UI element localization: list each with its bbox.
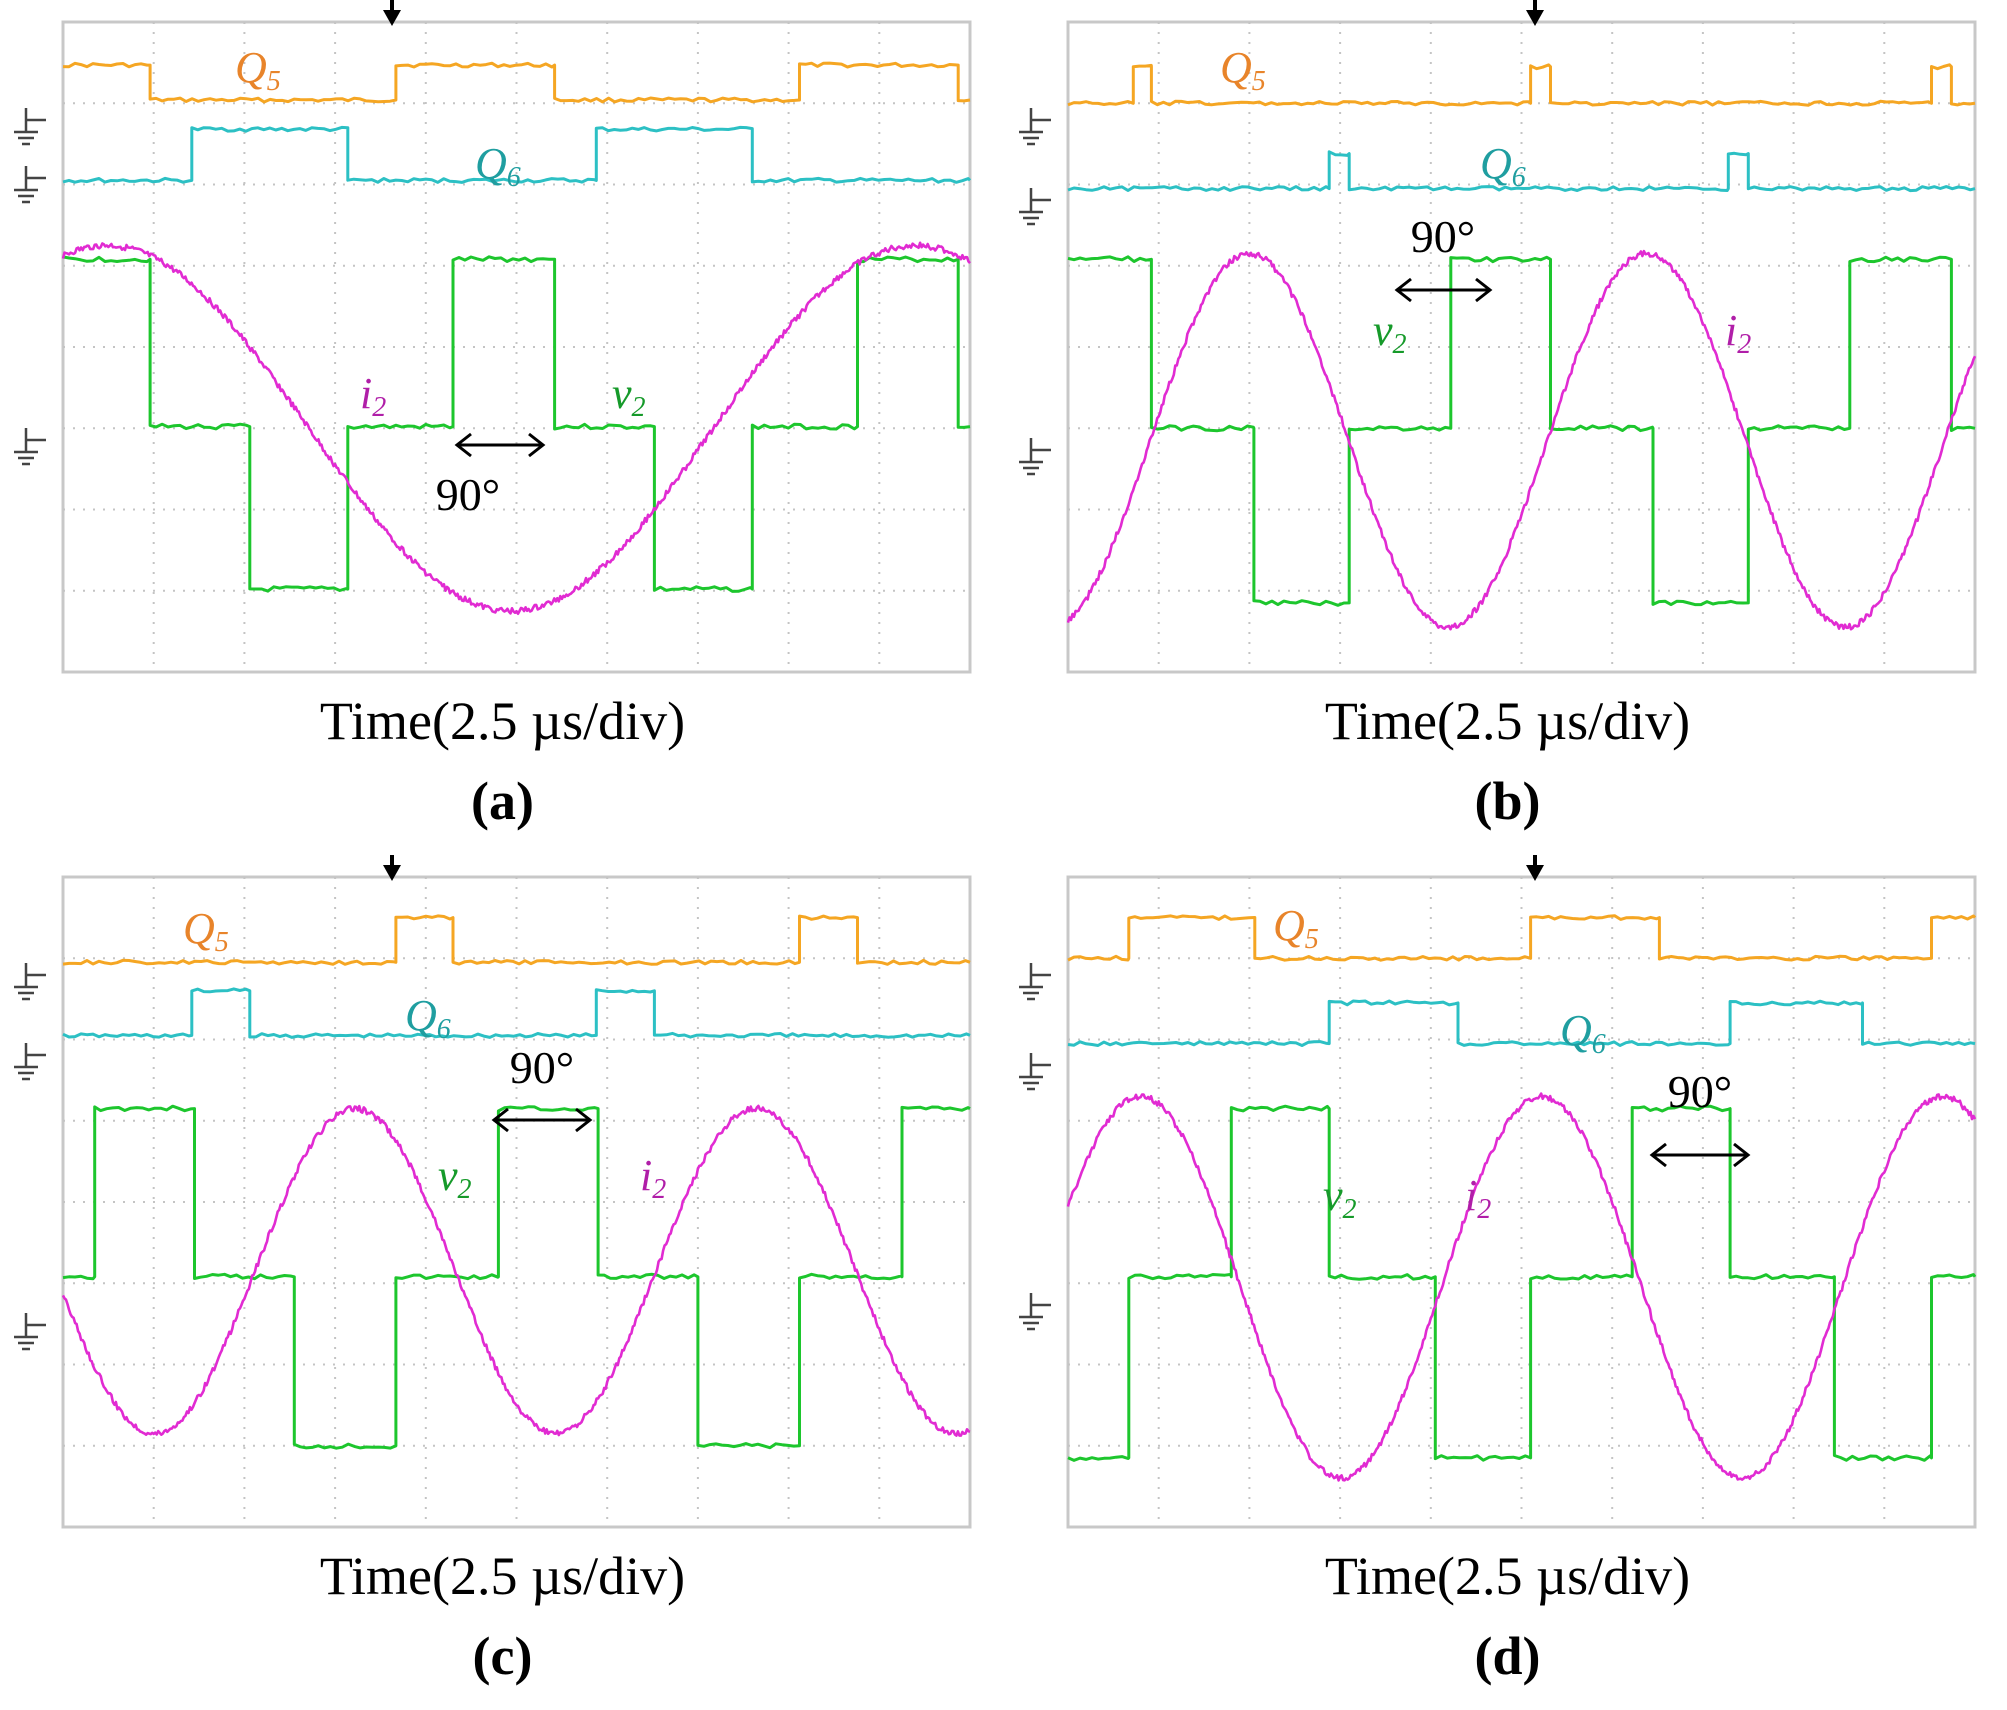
trace-q5 [1067, 914, 1977, 962]
trigger-marker-icon [383, 0, 401, 26]
label-i2: i2 [1465, 1171, 1491, 1225]
ground-icon [1019, 963, 1051, 1001]
ground-icon [14, 963, 46, 1001]
ground-icon [1019, 188, 1051, 226]
trace-i2 [61, 241, 971, 615]
trace-q6 [62, 987, 971, 1039]
panel-label: (c) [472, 1626, 533, 1686]
trace-q5 [1067, 63, 1976, 107]
label-i2: i2 [640, 1151, 666, 1205]
ground-icon [14, 108, 46, 146]
time-axis-label: Time(2.5 µs/div) [1324, 1546, 1691, 1606]
label-q6: Q6 [405, 991, 451, 1045]
panel-a: Q5 Q6 v2 i2 90° Time(2.5 µs/div) (a) [0, 0, 1005, 855]
label-q5: Q5 [183, 904, 229, 958]
scope-screen-b: Q5 Q6 v2 i2 90° [1019, 0, 1977, 674]
label-q6: Q6 [1480, 139, 1526, 193]
label-v2: v2 [438, 1151, 472, 1205]
panel-b: Q5 Q6 v2 i2 90° Time(2.5 µs/div) (b) [1005, 0, 2007, 855]
trace-q6 [1067, 150, 1976, 193]
label-i2: i2 [1725, 306, 1751, 360]
ground-icon [14, 1043, 46, 1081]
time-axis-label: Time(2.5 µs/div) [1324, 691, 1691, 751]
ground-icon [1019, 438, 1051, 476]
time-axis-label: Time(2.5 µs/div) [319, 691, 686, 751]
scope-screen-d: Q5 Q6 v2 i2 90° [1019, 855, 1977, 1529]
label-q5: Q5 [1273, 901, 1319, 955]
label-v2: v2 [1373, 306, 1407, 360]
trigger-marker-icon [1526, 855, 1544, 881]
scope-screen-a: Q5 Q6 v2 i2 90° [14, 0, 972, 674]
phase-double-arrow-icon [491, 1107, 593, 1133]
panel-label: (a) [471, 771, 534, 831]
ground-icon [14, 428, 46, 466]
ground-icon [14, 1313, 46, 1351]
phase-double-arrow-icon [454, 432, 546, 458]
ground-icon [1019, 108, 1051, 146]
trace-i2 [1066, 1092, 1977, 1482]
label-i2: i2 [360, 369, 386, 423]
label-q5: Q5 [235, 43, 281, 97]
label-q5: Q5 [1220, 43, 1266, 97]
ground-icon [14, 166, 46, 204]
label-v2: v2 [612, 369, 646, 423]
trace-i2 [1066, 249, 1977, 631]
phase-shift-label: 90° [510, 1042, 574, 1093]
panel-label: (b) [1474, 771, 1541, 831]
ground-icon [1019, 1053, 1051, 1091]
scope-screen-c: Q5 Q6 v2 i2 90° [14, 855, 972, 1529]
trace-i2 [61, 1104, 971, 1437]
label-q6: Q6 [475, 139, 521, 193]
time-axis-label: Time(2.5 µs/div) [319, 1546, 686, 1606]
trace-v2 [62, 255, 971, 593]
trace-v2 [1067, 1104, 1977, 1462]
trace-v2 [62, 1104, 971, 1450]
phase-double-arrow-icon [1649, 1142, 1751, 1168]
trace-q5 [62, 61, 971, 104]
trigger-marker-icon [383, 855, 401, 881]
phase-shift-label: 90° [1668, 1066, 1732, 1117]
phase-shift-label: 90° [1411, 211, 1475, 262]
trigger-marker-icon [1526, 0, 1544, 26]
label-q6: Q6 [1560, 1006, 1606, 1060]
trace-v2 [1067, 255, 1976, 607]
trace-q5 [62, 914, 971, 966]
label-v2: v2 [1323, 1171, 1357, 1225]
phase-shift-label: 90° [436, 469, 500, 520]
ground-icon [1019, 1293, 1051, 1331]
trace-q6 [1067, 999, 1976, 1047]
phase-double-arrow-icon [1394, 277, 1493, 303]
panel-d: Q5 Q6 v2 i2 90° Time(2.5 µs/div) (d) [1005, 855, 2007, 1710]
panel-label: (d) [1474, 1626, 1541, 1686]
panel-c: Q5 Q6 v2 i2 90° Time(2.5 µs/div) (c) [0, 855, 1005, 1710]
trace-q6 [62, 125, 972, 184]
